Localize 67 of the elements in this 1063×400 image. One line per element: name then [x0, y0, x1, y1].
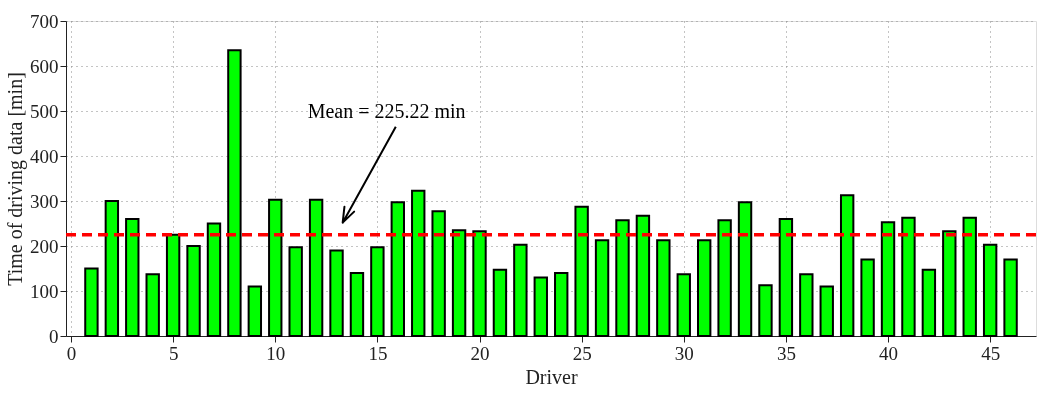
- bar: [370, 246, 385, 337]
- y-tick-label: 0: [49, 325, 59, 347]
- bar: [554, 272, 569, 337]
- x-tick-label: 30: [674, 342, 694, 364]
- y-tick-label: 100: [30, 280, 59, 302]
- bar: [717, 219, 732, 337]
- x-tick-label: 5: [168, 342, 179, 364]
- bar: [697, 239, 712, 337]
- bar: [451, 229, 467, 337]
- bar: [962, 216, 977, 337]
- bar: [186, 245, 201, 337]
- y-tick-label: 600: [30, 55, 59, 77]
- x-tick-label: 45: [981, 342, 1001, 364]
- bar: [880, 221, 896, 337]
- bar: [615, 219, 630, 337]
- x-tick-label: 25: [572, 342, 592, 364]
- x-tick-label: 10: [266, 342, 286, 364]
- x-tick-label: 40: [879, 342, 899, 364]
- x-tick-label: 0: [66, 342, 77, 364]
- bar: [982, 243, 998, 337]
- bar: [819, 285, 834, 337]
- bar: [329, 249, 344, 337]
- y-tick-label: 300: [30, 190, 59, 212]
- bar: [594, 239, 610, 337]
- bar: [942, 230, 957, 337]
- bar: [533, 276, 548, 337]
- bar: [1003, 258, 1018, 337]
- bar: [860, 258, 875, 337]
- bar: [206, 222, 222, 337]
- bar: [472, 230, 487, 337]
- bar: [247, 285, 263, 337]
- bar: [268, 198, 283, 337]
- x-axis-title: Driver: [525, 365, 578, 388]
- bar: [431, 210, 446, 337]
- bar: [676, 273, 691, 337]
- bar: [656, 239, 671, 337]
- bar: [411, 189, 426, 337]
- x-tick-label: 15: [368, 342, 388, 364]
- bar: [799, 273, 814, 337]
- y-tick-label: 500: [30, 100, 59, 122]
- y-tick-label: 400: [30, 145, 59, 167]
- annotation: Mean = 225.22 min: [307, 100, 466, 123]
- bar: [125, 218, 140, 337]
- bar: [778, 218, 794, 337]
- bar: [513, 243, 528, 337]
- bar: [390, 201, 405, 337]
- y-tick-label: 700: [30, 10, 59, 32]
- bar: [737, 201, 753, 337]
- bar: [227, 49, 242, 337]
- bar: [574, 205, 589, 337]
- bar: [84, 267, 99, 337]
- bar: [308, 198, 324, 337]
- bar: [839, 194, 855, 337]
- bar: [758, 284, 773, 337]
- bar: [492, 268, 508, 337]
- y-axis-title: Time of driving data [min]: [4, 72, 27, 286]
- bar: [901, 216, 916, 337]
- x-tick-label: 20: [470, 342, 490, 364]
- bar: [349, 272, 365, 337]
- bar: [921, 268, 937, 337]
- bar: [104, 200, 120, 337]
- bar: [635, 214, 651, 337]
- y-tick-label: 200: [30, 235, 59, 257]
- bar: [165, 233, 181, 337]
- bar: [145, 273, 160, 337]
- x-tick-label: 35: [776, 342, 796, 364]
- bar: [288, 246, 303, 337]
